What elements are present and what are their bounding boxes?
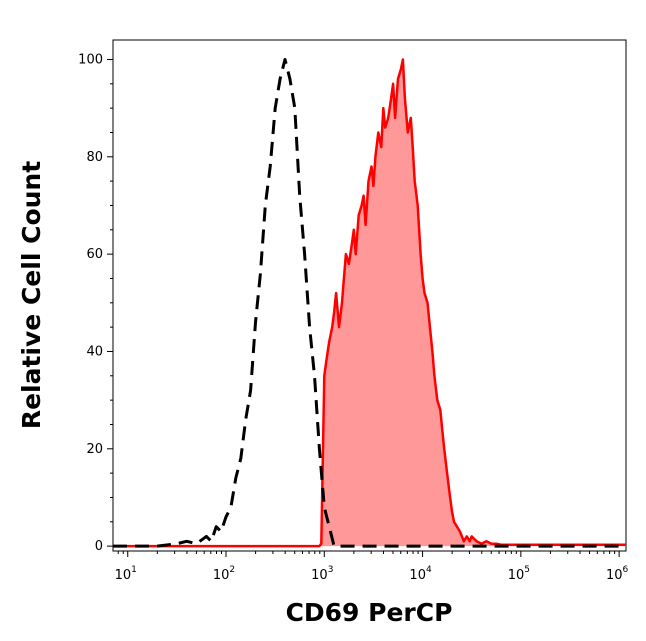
y-axis-title: Relative Cell Count (17, 161, 46, 429)
x-tick-exponent: 6 (623, 565, 629, 575)
x-tick-base: 10 (409, 568, 426, 583)
y-tick-label: 100 (78, 52, 103, 67)
x-tick-exponent: 3 (328, 565, 334, 575)
x-tick-label: 106 (606, 565, 629, 583)
series-layer (113, 58, 626, 548)
x-tick-label: 101 (115, 565, 137, 583)
x-tick-exponent: 2 (229, 565, 235, 575)
x-tick-label: 103 (311, 565, 333, 583)
x-tick-label: 102 (213, 565, 235, 583)
x-tick-label: 104 (409, 565, 432, 583)
y-axis-ticks: 0 20 40 60 80 100 (78, 52, 113, 554)
plot-frame (112, 39, 627, 552)
x-tick-base: 10 (508, 568, 525, 583)
y-tick-label: 80 (86, 150, 103, 165)
series-0-line (113, 58, 626, 548)
x-tick-label: 105 (508, 565, 530, 583)
y-tick-label: 20 (86, 442, 103, 457)
x-tick-exponent: 4 (426, 565, 432, 575)
x-tick-exponent: 1 (131, 565, 137, 575)
x-axis-ticks: 101 102 103 104 105 106 (115, 551, 629, 583)
x-axis-title: CD69 PerCP (286, 598, 453, 627)
x-tick-base: 10 (115, 568, 132, 583)
y-tick-label: 0 (95, 539, 103, 554)
series-1-line (113, 58, 626, 548)
x-tick-exponent: 5 (524, 565, 530, 575)
series-1-area (113, 59, 626, 547)
x-tick-base: 10 (311, 568, 328, 583)
y-tick-label: 40 (86, 344, 103, 359)
x-tick-base: 10 (606, 568, 623, 583)
y-tick-label: 60 (86, 247, 103, 262)
x-tick-base: 10 (213, 568, 230, 583)
